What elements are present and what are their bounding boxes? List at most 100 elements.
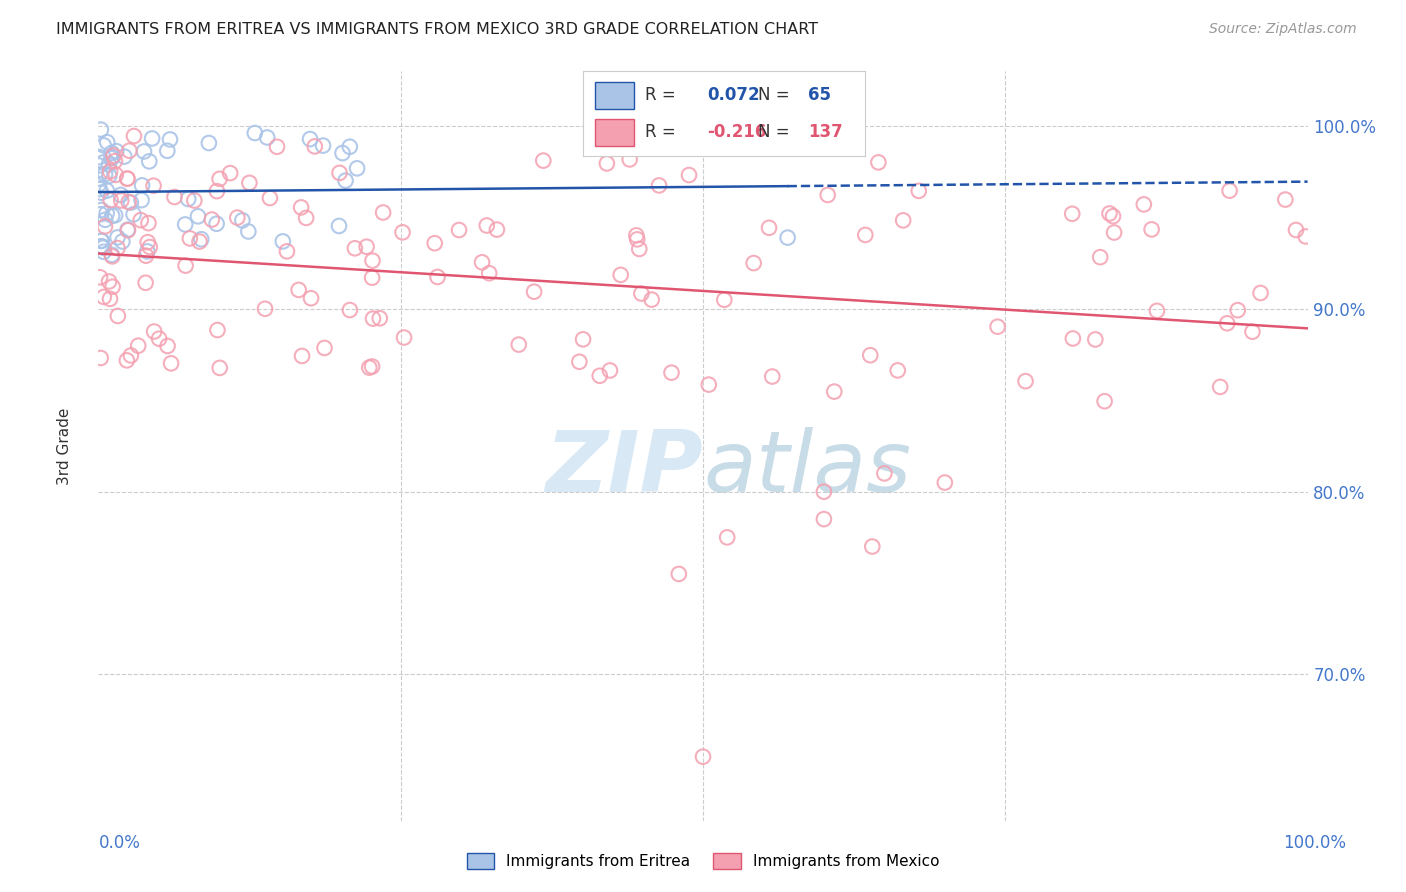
Point — [100, 151, 122, 165]
Point — [868, 155, 890, 169]
Point — [159, 132, 181, 146]
Point — [813, 484, 835, 499]
Point — [1140, 222, 1163, 236]
Point — [626, 228, 648, 243]
Point — [391, 225, 413, 239]
Point — [118, 144, 141, 158]
Point — [523, 285, 546, 299]
Point — [226, 211, 249, 225]
Point — [596, 156, 619, 170]
FancyBboxPatch shape — [595, 119, 634, 146]
Point — [295, 211, 318, 225]
Point — [238, 225, 260, 239]
Point — [94, 219, 117, 234]
Point — [90, 351, 112, 365]
Point — [1098, 206, 1121, 220]
Point — [630, 286, 652, 301]
Point — [426, 269, 449, 284]
Point — [471, 255, 494, 269]
Point — [276, 244, 298, 259]
Point — [508, 337, 530, 351]
Point — [207, 323, 229, 337]
Point — [1062, 207, 1084, 221]
Point — [568, 355, 591, 369]
Point — [589, 368, 612, 383]
Point — [89, 150, 111, 164]
Point — [89, 182, 111, 196]
Point — [335, 174, 357, 188]
Point — [312, 138, 335, 153]
Point — [104, 154, 127, 169]
Point — [776, 230, 799, 244]
Point — [266, 140, 288, 154]
Point — [101, 249, 124, 263]
Point — [692, 749, 714, 764]
Point — [117, 223, 139, 237]
Point — [860, 540, 883, 554]
Point — [100, 248, 122, 262]
Text: R =: R = — [645, 87, 682, 104]
Point — [716, 530, 738, 544]
Point — [110, 188, 132, 202]
Text: IMMIGRANTS FROM ERITREA VS IMMIGRANTS FROM MEXICO 3RD GRADE CORRELATION CHART: IMMIGRANTS FROM ERITREA VS IMMIGRANTS FR… — [56, 22, 818, 37]
Point — [163, 190, 186, 204]
Point — [1084, 333, 1107, 347]
Point — [122, 207, 145, 221]
Point — [131, 178, 153, 193]
Point — [107, 230, 129, 244]
Point — [271, 235, 294, 249]
Point — [120, 349, 142, 363]
Point — [148, 332, 170, 346]
Point — [361, 253, 384, 268]
Point — [339, 140, 361, 154]
Point — [231, 213, 253, 227]
Point — [887, 363, 910, 377]
Point — [101, 150, 124, 164]
Point — [1250, 285, 1272, 300]
Point — [813, 512, 835, 526]
Text: 100.0%: 100.0% — [1284, 834, 1346, 852]
Point — [98, 169, 121, 183]
Point — [219, 166, 242, 180]
Point — [205, 217, 228, 231]
Point — [87, 177, 110, 191]
Point — [131, 193, 153, 207]
Point — [1209, 380, 1232, 394]
Point — [859, 348, 882, 362]
Point — [90, 207, 112, 221]
Point — [96, 184, 118, 198]
Point — [98, 292, 121, 306]
Point — [107, 309, 129, 323]
Point — [89, 168, 111, 182]
Point — [118, 195, 141, 210]
Point — [934, 475, 956, 490]
Point — [101, 279, 124, 293]
Point — [104, 168, 127, 182]
Point — [201, 212, 224, 227]
Point — [299, 291, 322, 305]
Point — [160, 356, 183, 370]
Point — [208, 360, 231, 375]
Point — [89, 270, 111, 285]
Point — [96, 135, 118, 149]
Point — [90, 234, 112, 248]
Text: ZIP: ZIP — [546, 427, 703, 510]
Point — [90, 239, 112, 253]
Point — [142, 178, 165, 193]
Point — [253, 301, 276, 316]
Point — [423, 236, 446, 251]
Point — [104, 208, 127, 222]
Point — [907, 184, 929, 198]
Point — [143, 325, 166, 339]
Point — [90, 234, 112, 248]
Point — [141, 131, 163, 145]
Point — [115, 353, 138, 368]
Point — [823, 384, 845, 399]
Point — [1219, 184, 1241, 198]
Point — [392, 330, 415, 344]
Point — [183, 194, 205, 208]
Point — [107, 241, 129, 255]
Text: -0.216: -0.216 — [707, 123, 766, 141]
Point — [179, 231, 201, 245]
Point — [1090, 250, 1112, 264]
